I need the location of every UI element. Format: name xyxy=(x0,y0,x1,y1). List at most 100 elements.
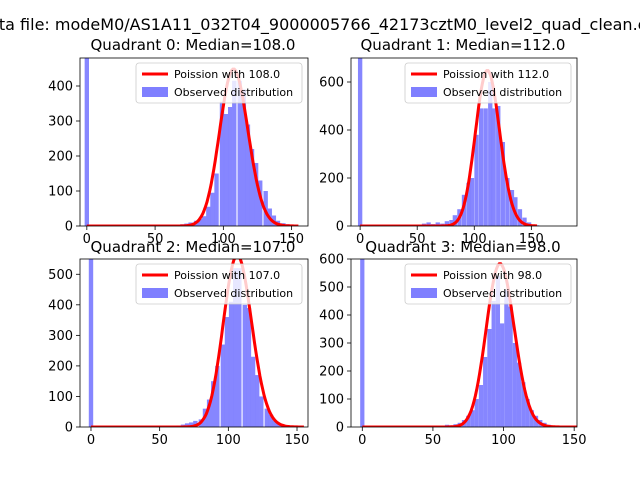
y-tick-label: 300 xyxy=(319,337,344,352)
hist-bar xyxy=(452,215,458,226)
axes-frame xyxy=(79,258,309,428)
hist-bar xyxy=(521,382,526,427)
hist-bar xyxy=(224,317,230,427)
poisson-curve xyxy=(91,259,304,427)
legend: Poission with 107.0 Observed distribution xyxy=(135,263,303,305)
plot-area xyxy=(84,58,299,226)
x-tick-label: 150 xyxy=(279,232,304,247)
hist-bar xyxy=(184,423,190,427)
plot-area xyxy=(357,58,540,226)
panel-title: Quadrant 2: Median=107.0 xyxy=(91,238,296,256)
x-tick-label: 150 xyxy=(285,433,310,448)
hist-bar xyxy=(529,410,534,427)
y-tick-label: 600 xyxy=(319,76,344,91)
hist-bar xyxy=(525,399,530,427)
y-tick-label: 300 xyxy=(48,115,73,130)
legend-hist-label: Observed distribution xyxy=(443,287,562,300)
legend-box xyxy=(404,62,572,104)
hist-bar xyxy=(237,268,242,427)
hist-bar xyxy=(469,178,475,226)
x-tick-label: 0 xyxy=(358,433,366,448)
y-tick-label: 400 xyxy=(319,124,344,139)
hist-bar xyxy=(483,357,488,427)
hist-bar xyxy=(272,420,278,427)
hist-bar xyxy=(202,216,207,226)
hist-bar xyxy=(211,381,216,427)
x-tick-label: 100 xyxy=(216,433,241,448)
x-tick-label: 100 xyxy=(462,232,487,247)
x-tick-label: 50 xyxy=(151,433,168,448)
hist-bar xyxy=(495,275,501,427)
hist-bar xyxy=(474,399,479,427)
hist-bar xyxy=(496,106,501,226)
poisson-curve xyxy=(360,69,538,226)
hist-bar xyxy=(220,344,226,427)
y-tick-label: 200 xyxy=(319,365,344,380)
y-tick-label: 0 xyxy=(336,421,344,436)
hist-bar xyxy=(215,365,220,427)
x-tick-label: 0 xyxy=(83,232,91,247)
panel-q1: Quadrant 1: Median=112.0 0 50 100 150 0 200 40… xyxy=(319,36,578,247)
x-tick-label: 0 xyxy=(356,232,364,247)
x-tick-label: 50 xyxy=(147,232,164,247)
hist-bar xyxy=(478,385,484,427)
hist-bar xyxy=(219,101,225,226)
x-tick-label: 0 xyxy=(87,433,95,448)
legend-box xyxy=(404,263,572,305)
y-tick-label: 100 xyxy=(48,390,73,405)
legend-hist-label: Observed distribution xyxy=(174,287,293,300)
legend-curve-label: Poission with 108.0 xyxy=(174,68,280,81)
hist-bar xyxy=(258,180,263,226)
x-tick-label: 100 xyxy=(491,433,516,448)
panel-q0: Quadrant 0: Median=108.0 0 50 100 150 0 100 20… xyxy=(48,36,309,247)
x-tick-label: 100 xyxy=(211,232,236,247)
hist-bar xyxy=(444,221,450,226)
legend-box xyxy=(135,62,303,104)
y-tick-label: 300 xyxy=(48,329,73,344)
hist-bar xyxy=(254,375,260,427)
legend-curve-label: Poission with 98.0 xyxy=(443,269,542,282)
panel-q3: Quadrant 3: Median=98.0 0 50 100 150 0 100 200… xyxy=(319,238,586,448)
plot-area xyxy=(88,259,304,427)
x-tick-label: 50 xyxy=(409,232,426,247)
hist-bar xyxy=(227,107,233,226)
hist-bar xyxy=(242,304,248,427)
hist-bar xyxy=(197,219,203,226)
hist-bar xyxy=(360,259,365,427)
panel-title: Quadrant 3: Median=98.0 xyxy=(365,238,560,256)
legend-hist-swatch xyxy=(142,87,168,97)
legend-curve-label: Poission with 107.0 xyxy=(174,269,280,282)
hist-bar xyxy=(84,58,90,226)
hist-bar xyxy=(500,323,505,427)
hist-bar xyxy=(512,343,517,427)
hist-bar xyxy=(259,396,264,427)
hist-bar xyxy=(268,414,274,427)
hist-bar xyxy=(232,80,237,226)
hist-bar xyxy=(517,209,523,226)
hist-bar xyxy=(466,415,471,427)
legend-hist-label: Observed distribution xyxy=(443,86,562,99)
hist-bar xyxy=(505,178,510,226)
hist-bar xyxy=(449,220,454,226)
x-tick-label: 150 xyxy=(562,433,587,448)
hist-bar xyxy=(241,89,247,226)
legend-curve-label: Poission with 112.0 xyxy=(443,68,549,81)
hist-bar xyxy=(189,422,194,427)
hist-bar xyxy=(228,301,234,427)
axes-frame xyxy=(79,57,309,227)
hist-bar xyxy=(264,408,269,427)
x-tick-label: 50 xyxy=(425,433,442,448)
hist-bar xyxy=(245,124,251,226)
hist-bar xyxy=(246,307,252,427)
hist-bar xyxy=(426,222,431,226)
hist-bar xyxy=(483,108,488,226)
y-tick-label: 200 xyxy=(48,359,73,374)
panel-q2: Quadrant 2: Median=107.0 0 50 100 150 0 100 20… xyxy=(48,238,309,448)
hist-bar xyxy=(504,289,509,427)
hist-bar xyxy=(206,399,212,427)
hist-bar xyxy=(206,206,211,226)
y-tick-label: 400 xyxy=(48,80,73,95)
hist-bar xyxy=(249,149,255,226)
legend-hist-swatch xyxy=(142,288,168,298)
